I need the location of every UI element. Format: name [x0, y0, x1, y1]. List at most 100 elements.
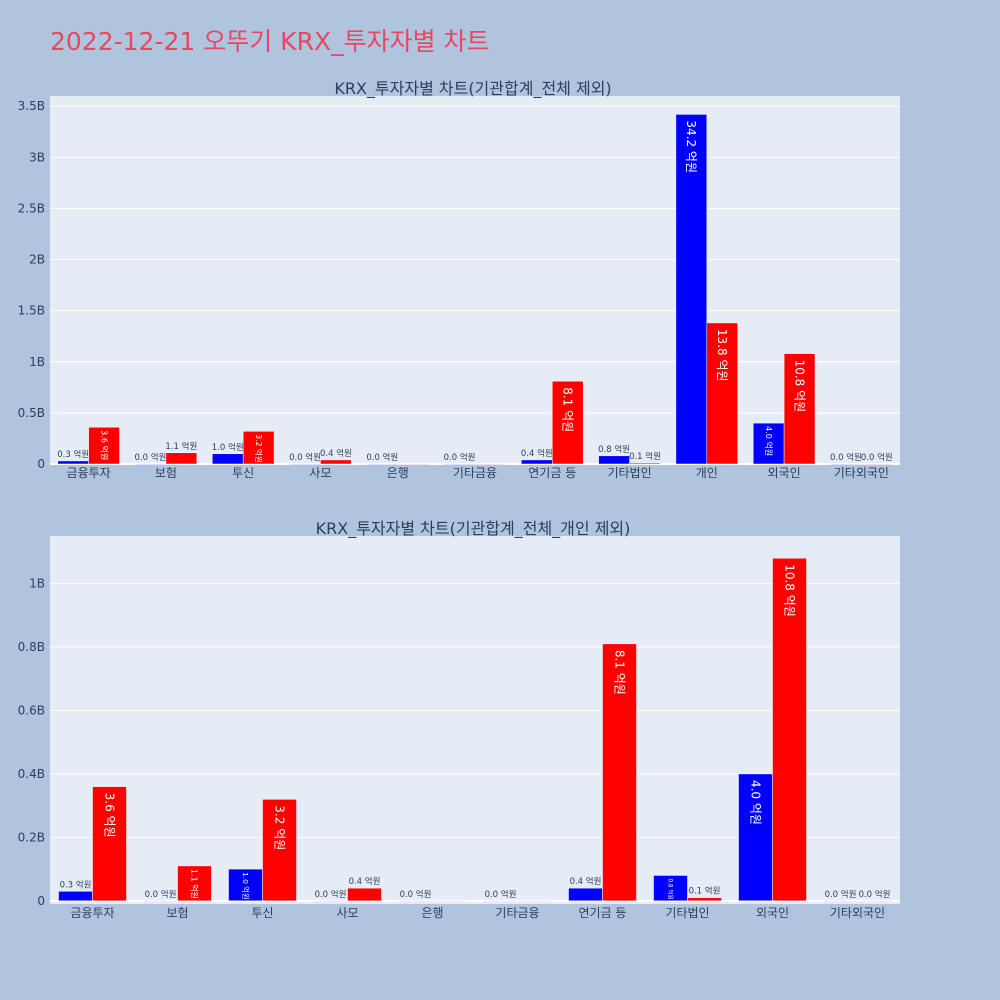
bar-value-label: 0.4 억원 [349, 876, 381, 887]
bar [598, 455, 630, 465]
bar [474, 463, 507, 465]
y-tick-label: 1B [29, 355, 45, 369]
bar [177, 865, 212, 902]
bar [57, 460, 89, 465]
bar-value-label: 0.0 억원 [145, 889, 177, 900]
bar-value-label: 0.0 억원 [485, 889, 517, 900]
category-label: 투신 [232, 466, 254, 480]
category-label: 기타외국인 [834, 466, 889, 480]
y-tick-label: 1.5B [18, 304, 45, 318]
category-label: 기타외국인 [830, 906, 885, 920]
bar-value-label: 0.8 억원 [667, 878, 675, 899]
y-tick-label: 0 [37, 894, 45, 908]
bar [823, 900, 858, 902]
category-label: 보험 [155, 466, 177, 480]
bar [88, 426, 120, 465]
bar [706, 322, 738, 465]
chart-subtitle: KRX_투자자별 차트(기관합계_전체 제외) [334, 79, 611, 99]
bar-value-label: 0.0 억원 [315, 889, 347, 900]
bar [242, 431, 275, 465]
bar-value-label: 0.0 억원 [366, 452, 398, 463]
bar-value-label: 0.0 억원 [825, 889, 857, 900]
bar [228, 868, 263, 902]
bar-value-label: 4.0 억원 [764, 426, 774, 456]
y-tick-label: 1B [29, 577, 45, 591]
bar-value-label: 3.2 억원 [254, 434, 263, 463]
chart-subtitle: KRX_투자자별 차트(기관합계_전체_개인 제외) [316, 519, 631, 539]
bar [675, 114, 708, 465]
bar-value-label: 0.4 억원 [320, 448, 352, 459]
category-label: 사모 [336, 906, 358, 920]
category-label: 은행 [421, 905, 443, 920]
bar [347, 887, 382, 902]
y-tick-label: 0.8B [18, 640, 45, 654]
bar [752, 422, 785, 465]
category-label: 기타금융 [453, 466, 497, 480]
bar [165, 452, 198, 465]
bar-value-label: 0.0 억원 [135, 452, 167, 463]
bar-value-label: 0.4 억원 [570, 876, 602, 887]
bar [521, 459, 553, 465]
bar [58, 891, 93, 902]
category-label: 투신 [251, 906, 273, 920]
category-label: 기타법인 [607, 466, 651, 480]
bar-value-label: 0.8 억원 [598, 444, 630, 455]
bar-value-label: 0.0 억원 [830, 452, 862, 463]
bar-value-label: 0.0 억원 [289, 452, 321, 463]
bar-value-label: 0.0 억원 [859, 889, 891, 900]
bar-value-label: 10.8 억원 [792, 360, 806, 413]
bar [568, 887, 603, 902]
bar [134, 463, 167, 465]
category-label: 보험 [166, 906, 188, 920]
bar-value-label: 3.6 억원 [99, 430, 109, 460]
bar [143, 900, 178, 902]
bar [653, 875, 688, 902]
bar-value-label: 3.2 억원 [272, 805, 286, 850]
bar [289, 463, 321, 465]
bar [857, 900, 892, 902]
bar-value-label: 0.0 억원 [444, 452, 476, 463]
bar-value-label: 10.8 억원 [782, 564, 796, 617]
bar [483, 900, 518, 902]
bar-value-label: 0.3 억원 [60, 879, 92, 890]
category-label: 연기금 등 [528, 466, 576, 480]
bar [397, 463, 429, 465]
bar [687, 897, 722, 902]
bar-value-label: 0.1 억원 [629, 451, 661, 462]
bar [366, 463, 398, 465]
category-label: 개인 [696, 466, 718, 480]
y-tick-label: 0.6B [18, 703, 45, 717]
bar [738, 773, 773, 902]
chart-1: 0 0.5B 1B 1.5B 2B 2.5B 3B 3.5B KRX_투자자별 차트(기관합계_… [18, 79, 900, 480]
y-tick-label: 2.5B [18, 201, 45, 215]
bar-value-label: 4.0 억원 [748, 780, 762, 825]
category-label: 금융투자 [67, 466, 111, 480]
bar-value-label: 8.1 억원 [612, 650, 626, 695]
y-tick-label: 2B [29, 253, 45, 267]
category-label: 사모 [309, 466, 331, 480]
chart-2: 0 0.2B 0.4B 0.6B 0.8B 1B KRX_투자자별 차트(기관합계_전체_개… [18, 519, 900, 920]
y-tick-label: 3B [29, 150, 45, 164]
bar-value-label: 1.0 억원 [212, 442, 244, 453]
bar [320, 459, 352, 465]
category-label: 금융투자 [70, 906, 114, 920]
bar-value-label: 0.1 억원 [689, 886, 721, 897]
y-tick-label: 0.2B [18, 830, 45, 844]
bar [92, 786, 127, 902]
bar [783, 353, 816, 465]
bar [432, 900, 467, 902]
bar-value-label: 34.2 억원 [684, 120, 698, 173]
bar [212, 453, 244, 465]
y-tick-label: 0 [37, 457, 45, 471]
bar [262, 799, 297, 902]
category-label: 은행 [387, 465, 409, 480]
bar-value-label: 13.8 억원 [715, 329, 729, 382]
bar [313, 900, 348, 902]
bar-value-label: 1.1 억원 [165, 441, 197, 452]
category-label: 연기금 등 [579, 906, 627, 920]
bar [443, 463, 476, 465]
bar [772, 557, 807, 902]
bar [602, 643, 637, 902]
bar [830, 463, 862, 465]
